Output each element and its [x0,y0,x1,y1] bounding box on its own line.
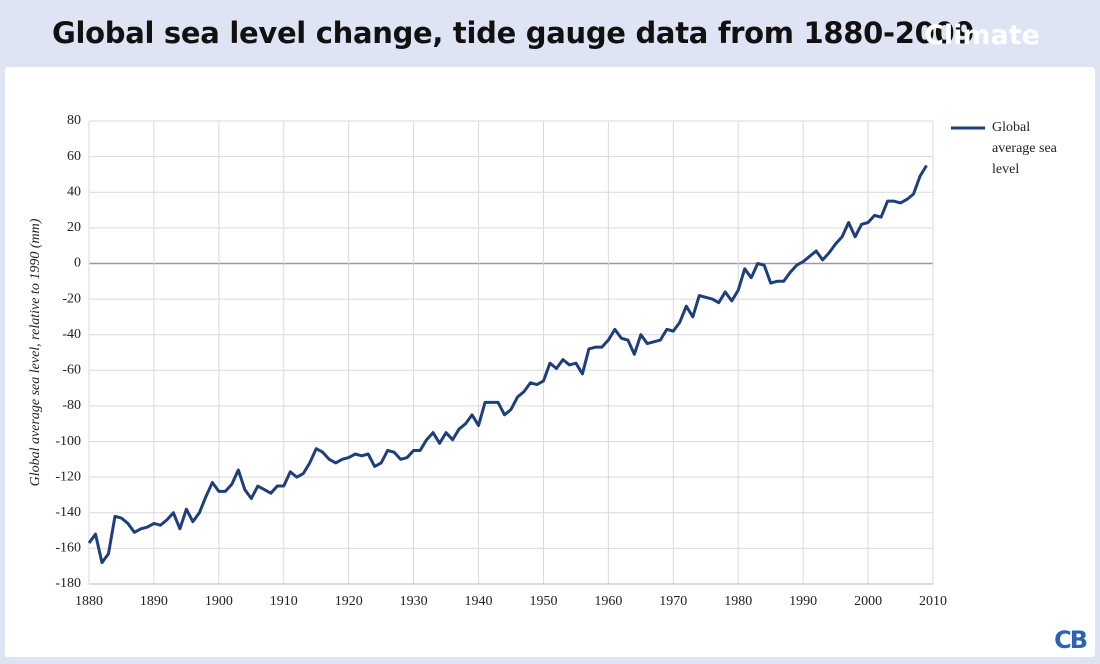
y-axis-label: Global average sea level, relative to 19… [28,218,43,486]
x-tick-label: 1980 [724,594,752,609]
legend-label: Global average sea level [992,120,1058,177]
x-tick-label: 2000 [854,594,882,609]
x-tick-label: 1900 [205,594,233,609]
x-tick-label: 1970 [659,594,687,609]
x-tick-label: 1930 [400,594,428,609]
x-tick-label: 1890 [140,594,168,609]
x-tick-label: 1960 [594,594,622,609]
y-tick-label: -40 [62,327,81,342]
y-tick-label: -100 [55,434,81,449]
y-tick-label: 40 [67,184,81,199]
x-tick-label: 1990 [789,594,817,609]
x-tick-label: 1880 [75,594,103,609]
x-tick-label: 1910 [270,594,298,609]
y-tick-label: -20 [62,291,81,306]
legend-line: Global [992,120,1030,135]
x-tick-label: 2010 [919,594,947,609]
legend-line: average sea [992,141,1058,156]
y-tick-label: 20 [67,220,81,235]
y-tick-label: 80 [67,113,81,128]
x-tick-label: 1920 [335,594,363,609]
chart-title: Global sea level change, tide gauge data… [52,16,975,50]
line [87,164,928,565]
y-tick-label: 0 [74,256,81,271]
y-tick-label: -140 [55,505,81,520]
y-tick-label: -120 [55,469,81,484]
legend-line: level [992,162,1019,177]
x-tick-label: 1940 [465,594,493,609]
x-tick-label: 1950 [529,594,557,609]
y-tick-label: -160 [55,541,81,556]
y-tick-label: -80 [62,398,81,413]
logo: CB [1054,626,1088,654]
brand: Climate [924,20,1040,51]
y-tick-label: 60 [67,149,81,164]
y-tick-label: -60 [62,363,81,378]
y-tick-label: -180 [55,576,81,591]
